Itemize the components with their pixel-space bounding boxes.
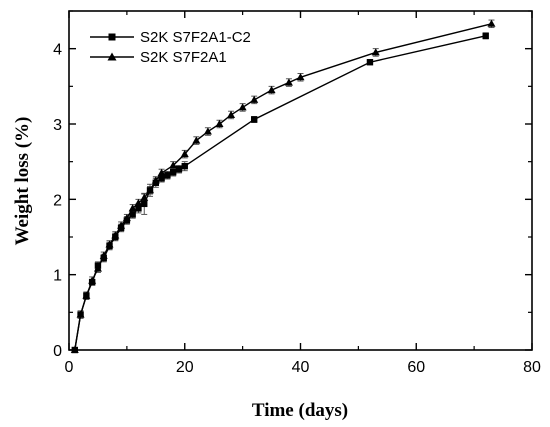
data-point-series-2 bbox=[134, 198, 143, 207]
series-lines bbox=[74, 23, 492, 351]
y-tick-label: 4 bbox=[53, 42, 62, 59]
plot-area bbox=[68, 10, 533, 351]
data-point-series-2 bbox=[82, 291, 91, 299]
x-tick-label: 20 bbox=[176, 359, 194, 376]
data-point-series-2 bbox=[284, 78, 293, 86]
x-tick-label: 40 bbox=[292, 359, 310, 376]
legend-label-series-2: S2K S7F2A1 bbox=[140, 49, 227, 66]
data-point-series-2 bbox=[99, 251, 108, 259]
data-point-series-2 bbox=[180, 149, 189, 158]
x-tick-label: 60 bbox=[407, 359, 425, 376]
data-point-series-2 bbox=[122, 213, 131, 222]
data-point-series-2 bbox=[250, 95, 259, 103]
data-point-series-1 bbox=[251, 116, 258, 123]
data-point-series-1 bbox=[181, 162, 188, 170]
data-point-series-1 bbox=[175, 166, 183, 173]
data-point-series-1 bbox=[158, 175, 165, 182]
data-point-series-1 bbox=[129, 211, 136, 218]
data-point-series-1 bbox=[164, 172, 171, 179]
data-point-series-2 bbox=[487, 19, 496, 27]
x-tick-label: 0 bbox=[65, 359, 74, 376]
data-point-series-2 bbox=[111, 231, 120, 239]
legend: S2K S7F2A1-C2 S2K S7F2A1 bbox=[90, 29, 251, 66]
y-tick-label: 1 bbox=[53, 268, 62, 285]
data-point-series-1 bbox=[141, 200, 148, 208]
y-axis-title: Weight loss (%) bbox=[12, 117, 33, 246]
data-point-series-2 bbox=[146, 186, 155, 194]
data-point-series-2 bbox=[203, 127, 212, 135]
data-point-series-1 bbox=[366, 59, 374, 66]
series-line-2 bbox=[74, 23, 492, 351]
x-axis-title: Time (days) bbox=[252, 400, 348, 421]
data-point-series-2 bbox=[128, 204, 137, 212]
data-point-series-2 bbox=[151, 176, 160, 184]
series-markers bbox=[70, 19, 496, 354]
data-point-series-2 bbox=[227, 110, 236, 118]
data-point-series-2 bbox=[88, 276, 97, 284]
data-point-series-2 bbox=[169, 161, 178, 169]
data-point-series-2 bbox=[192, 136, 201, 144]
legend-marker-series-2 bbox=[107, 52, 117, 61]
data-point-series-2 bbox=[140, 193, 149, 201]
axes: 0 20 40 60 80 0 1 2 3 4 bbox=[53, 10, 541, 376]
data-point-series-2 bbox=[238, 103, 247, 111]
series-line-1 bbox=[74, 35, 486, 351]
data-point-series-2 bbox=[105, 240, 114, 248]
data-point-series-1 bbox=[169, 169, 177, 176]
legend-label-series-1: S2K S7F2A1-C2 bbox=[140, 29, 251, 46]
x-tick-label: 80 bbox=[523, 359, 541, 376]
data-point-series-2 bbox=[117, 221, 126, 229]
data-point-series-2 bbox=[215, 119, 224, 127]
data-point-series-2 bbox=[296, 73, 305, 81]
data-point-series-2 bbox=[157, 168, 166, 176]
data-point-series-2 bbox=[70, 345, 79, 353]
data-point-series-1 bbox=[482, 32, 489, 40]
y-tick-label: 0 bbox=[53, 343, 62, 360]
data-point-series-2 bbox=[267, 85, 276, 94]
y-tick-label: 3 bbox=[53, 117, 62, 134]
plot-frame bbox=[68, 10, 533, 351]
data-point-series-2 bbox=[93, 264, 102, 272]
legend-marker-series-1 bbox=[108, 33, 116, 41]
y-tick-label: 2 bbox=[53, 192, 62, 209]
data-point-series-2 bbox=[76, 310, 85, 318]
data-point-series-2 bbox=[371, 48, 380, 56]
data-point-series-1 bbox=[135, 205, 142, 212]
